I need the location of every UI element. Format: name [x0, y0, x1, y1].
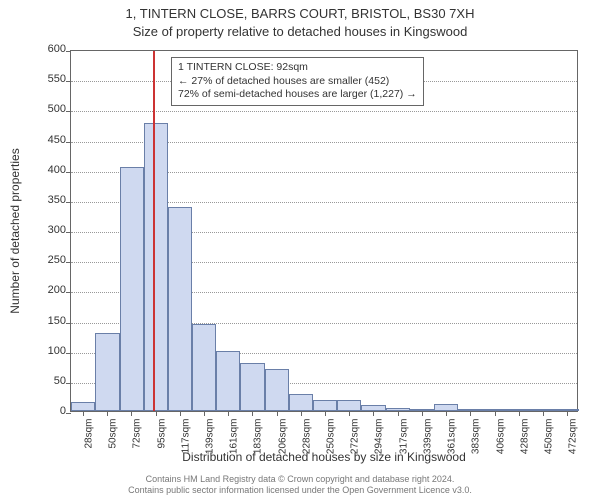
y-tick-label: 350 — [26, 194, 66, 206]
x-tick — [228, 411, 229, 416]
footer-line-2: Contains public sector information licen… — [0, 485, 600, 496]
x-tick — [107, 411, 108, 416]
histogram-bar — [120, 167, 144, 411]
x-tick — [543, 411, 544, 416]
x-tick — [252, 411, 253, 416]
y-tick — [66, 292, 71, 293]
y-tick-label: 450 — [26, 134, 66, 146]
y-tick-label: 400 — [26, 164, 66, 176]
x-tick — [83, 411, 84, 416]
histogram-bar — [313, 400, 337, 411]
annotation-line1: 1 TINTERN CLOSE: 92sqm — [178, 61, 417, 75]
x-tick — [373, 411, 374, 416]
y-tick — [66, 142, 71, 143]
x-tick — [325, 411, 326, 416]
x-axis-title: Distribution of detached houses by size … — [70, 450, 578, 464]
histogram-bar — [289, 394, 313, 411]
y-tick — [66, 413, 71, 414]
y-tick-label: 300 — [26, 224, 66, 236]
annotation-line2: ← 27% of detached houses are smaller (45… — [178, 75, 417, 89]
y-tick-label: 150 — [26, 315, 66, 327]
histogram-plot: 1 TINTERN CLOSE: 92sqm← 27% of detached … — [70, 50, 578, 412]
footer-line-1: Contains HM Land Registry data © Crown c… — [0, 474, 600, 485]
histogram-bar — [144, 123, 168, 411]
attribution-footer: Contains HM Land Registry data © Crown c… — [0, 474, 600, 496]
x-tick — [156, 411, 157, 416]
histogram-bar — [337, 400, 361, 411]
x-tick — [446, 411, 447, 416]
x-tick — [204, 411, 205, 416]
annotation-line3: 72% of semi-detached houses are larger (… — [178, 88, 417, 102]
histogram-bar — [434, 404, 458, 411]
histogram-bar — [168, 207, 192, 411]
histogram-bar — [95, 333, 120, 411]
y-tick-label: 100 — [26, 345, 66, 357]
y-tick — [66, 353, 71, 354]
x-tick — [131, 411, 132, 416]
x-tick — [422, 411, 423, 416]
y-axis-title: Number of detached properties — [8, 50, 24, 412]
y-tick — [66, 172, 71, 173]
x-tick — [277, 411, 278, 416]
x-tick — [398, 411, 399, 416]
y-tick-label: 250 — [26, 254, 66, 266]
y-tick — [66, 383, 71, 384]
property-marker-line — [153, 51, 155, 411]
y-tick-label: 500 — [26, 103, 66, 115]
title-line-1: 1, TINTERN CLOSE, BARRS COURT, BRISTOL, … — [0, 6, 600, 21]
y-tick-label: 50 — [26, 375, 66, 387]
x-tick — [470, 411, 471, 416]
title-line-2: Size of property relative to detached ho… — [0, 24, 600, 39]
gridline — [71, 111, 577, 112]
y-tick — [66, 202, 71, 203]
histogram-bar — [240, 363, 265, 411]
y-tick — [66, 51, 71, 52]
histogram-bar — [192, 324, 216, 411]
y-tick — [66, 81, 71, 82]
y-tick-label: 200 — [26, 284, 66, 296]
histogram-bar — [265, 369, 289, 411]
x-tick — [495, 411, 496, 416]
y-tick — [66, 262, 71, 263]
y-tick-label: 550 — [26, 73, 66, 85]
histogram-bar — [216, 351, 240, 411]
y-tick-label: 0 — [26, 405, 66, 417]
y-tick — [66, 323, 71, 324]
x-tick — [519, 411, 520, 416]
annotation-box: 1 TINTERN CLOSE: 92sqm← 27% of detached … — [171, 57, 424, 106]
y-tick — [66, 111, 71, 112]
x-tick — [301, 411, 302, 416]
histogram-bar — [71, 402, 95, 411]
page: 1, TINTERN CLOSE, BARRS COURT, BRISTOL, … — [0, 0, 600, 500]
x-tick — [567, 411, 568, 416]
y-tick-label: 600 — [26, 43, 66, 55]
y-tick — [66, 232, 71, 233]
x-tick — [180, 411, 181, 416]
x-tick — [349, 411, 350, 416]
